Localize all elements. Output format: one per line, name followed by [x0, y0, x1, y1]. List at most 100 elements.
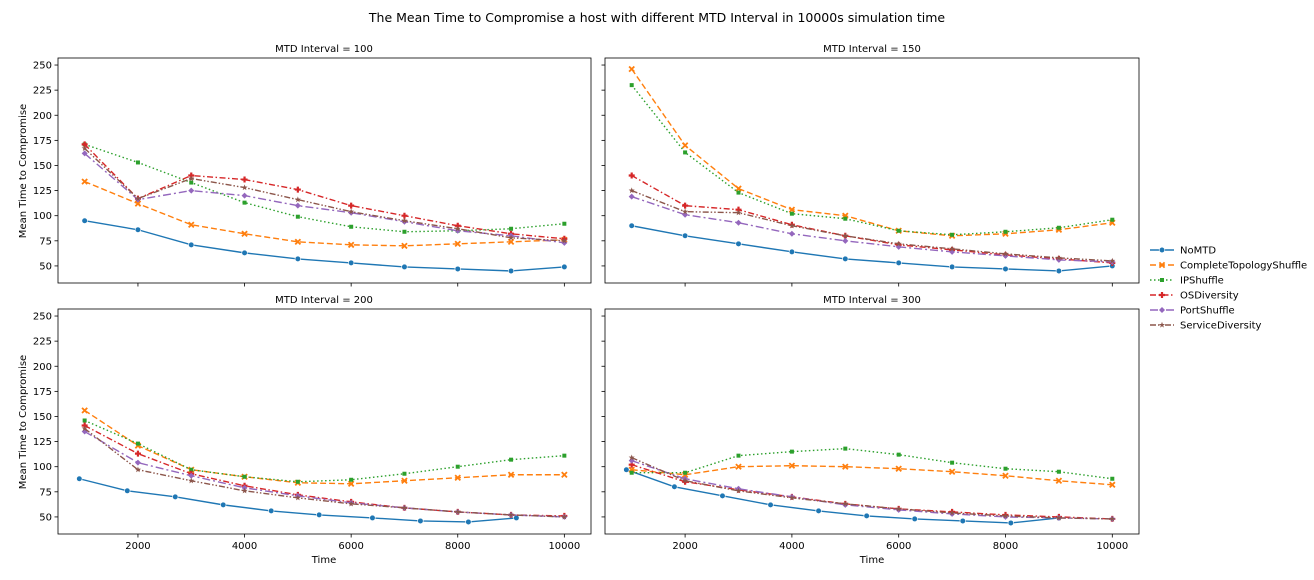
y-tick-label: 250: [33, 61, 52, 72]
data-point-marker: [294, 238, 302, 246]
data-point-marker: [188, 472, 195, 479]
data-point-marker: [507, 267, 515, 275]
data-point-marker: [134, 450, 141, 457]
x-tick-label: 6000: [886, 541, 911, 552]
data-point-marker: [241, 249, 248, 256]
plot-area-frame: [604, 308, 1140, 535]
series-line: [79, 478, 517, 523]
data-point-marker: [682, 208, 689, 215]
data-point-marker: [295, 479, 300, 484]
data-point-marker: [241, 192, 248, 199]
x-axis-label: Time: [859, 555, 884, 566]
data-point-marker: [629, 83, 634, 88]
panel-title: MTD Interval = 150: [823, 44, 921, 55]
data-point-marker: [949, 245, 956, 252]
x-tick-label: 4000: [232, 541, 257, 552]
y-tick-label: 225: [33, 337, 52, 348]
data-point-marker: [241, 487, 248, 494]
data-point-marker: [949, 509, 956, 516]
data-point-marker: [401, 217, 408, 224]
data-point-marker: [134, 195, 141, 202]
data-point-marker: [1159, 307, 1165, 313]
data-point-marker: [401, 263, 408, 271]
series-line: [631, 457, 1113, 520]
chart-title: The Mean Time to Compromise a host with …: [368, 10, 945, 25]
series-line: [626, 469, 1059, 524]
data-point-marker: [1160, 278, 1164, 282]
data-point-marker: [628, 193, 635, 200]
data-point-marker: [294, 202, 301, 209]
data-point-marker: [736, 190, 741, 195]
data-point-marker: [1002, 265, 1009, 273]
data-point-marker: [1109, 257, 1116, 264]
data-point-marker: [134, 466, 141, 473]
data-point-marker: [843, 446, 848, 451]
data-point-marker: [402, 229, 407, 234]
data-point-marker: [735, 209, 742, 216]
data-point-marker: [788, 230, 795, 237]
x-tick-label: 10000: [1096, 541, 1128, 552]
y-tick-label: 125: [33, 437, 52, 448]
data-point-marker: [1110, 217, 1115, 222]
data-point-marker: [188, 241, 195, 248]
data-point-marker: [628, 454, 635, 461]
data-point-marker: [349, 477, 354, 482]
data-point-marker: [896, 452, 901, 457]
y-tick-label: 100: [33, 462, 52, 473]
data-point-marker: [1158, 246, 1166, 254]
series-line: [84, 147, 565, 242]
plot-area-frame: [604, 57, 1140, 284]
data-point-marker: [1056, 225, 1061, 230]
data-point-marker: [683, 150, 688, 155]
data-point-marker: [623, 466, 630, 473]
data-point-marker: [1055, 514, 1062, 521]
data-series: [629, 446, 1115, 481]
data-point-marker: [735, 463, 742, 470]
data-point-marker: [1007, 519, 1014, 527]
data-point-marker: [843, 216, 848, 221]
data-point-marker: [950, 232, 955, 237]
data-point-marker: [348, 500, 355, 507]
data-point-marker: [896, 228, 901, 233]
data-point-marker: [628, 65, 635, 73]
y-tick-label: 150: [33, 161, 52, 172]
data-point-marker: [671, 483, 678, 490]
data-point-marker: [81, 217, 88, 224]
data-point-marker: [1055, 477, 1063, 484]
data-point-marker: [1158, 321, 1166, 328]
data-point-marker: [1055, 267, 1062, 275]
data-point-marker: [135, 441, 140, 446]
data-point-marker: [465, 518, 472, 526]
data-point-marker: [1002, 250, 1009, 257]
data-point-marker: [911, 515, 918, 523]
data-point-marker: [562, 453, 567, 458]
data-point-marker: [509, 226, 514, 231]
series-line: [84, 220, 565, 272]
series-line: [84, 427, 565, 518]
data-point-marker: [82, 418, 87, 423]
data-point-marker: [1109, 481, 1116, 489]
legend-label: OSDiversity: [1180, 291, 1239, 302]
data-point-marker: [788, 206, 796, 213]
data-point-marker: [1003, 466, 1008, 471]
data-point-marker: [735, 240, 742, 247]
x-tick-label: 2000: [672, 541, 697, 552]
panel-title: MTD Interval = 200: [275, 295, 373, 306]
data-point-marker: [401, 504, 408, 511]
data-point-marker: [895, 505, 902, 512]
data-point-marker: [402, 471, 407, 476]
data-point-marker: [561, 513, 568, 520]
data-point-marker: [189, 180, 194, 185]
y-tick-label: 75: [39, 487, 52, 498]
data-point-marker: [135, 160, 140, 165]
data-point-marker: [789, 449, 794, 454]
data-point-marker: [188, 187, 195, 194]
data-point-marker: [948, 468, 956, 475]
y-axis-label: Mean Time to Compromise: [18, 355, 29, 489]
y-tick-label: 50: [39, 512, 52, 523]
plot-area-frame: [57, 57, 592, 284]
data-point-marker: [561, 263, 568, 271]
data-point-marker: [735, 219, 742, 226]
data-point-marker: [561, 237, 568, 244]
x-axis-label: Time: [311, 555, 336, 566]
